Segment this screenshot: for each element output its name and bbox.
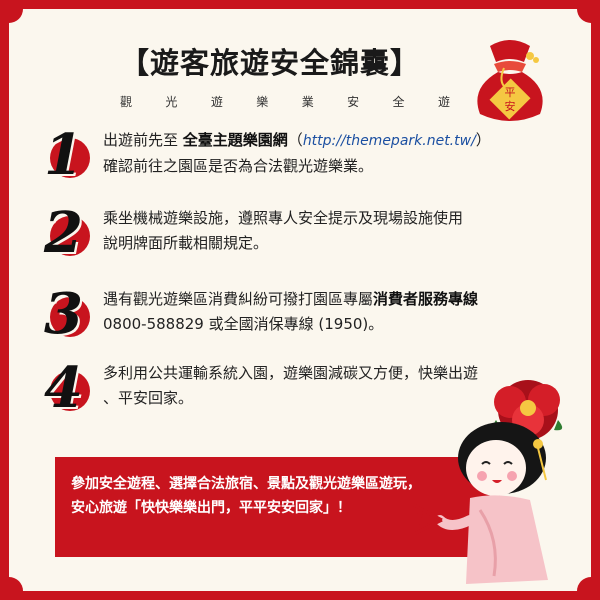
corner-ornament — [9, 577, 23, 591]
slogan-line-1: 參加安全遊程、選擇合法旅宿、景點及觀光遊樂區遊玩， — [71, 476, 421, 492]
tip-text-pre: 遇有觀光遊樂區消費糾紛可撥打園區專屬 — [103, 290, 374, 308]
page-subtitle: 觀 光 遊 樂 業 安 全 遊 — [120, 93, 450, 110]
tip-text-line2: 說明牌面所載相關規定。 — [103, 234, 269, 252]
website-link[interactable]: http://themepark.net.tw/ — [302, 133, 476, 149]
subtitle-char: 樂 — [256, 95, 269, 109]
tip-text-line2: 0800-588829 或全國消保專線 (1950)。 — [103, 315, 384, 333]
number-badge: 3 — [40, 281, 96, 349]
number-circle — [50, 138, 90, 178]
tip-text: 出遊前先至 全臺主題樂園網（http://themepark.net.tw/） … — [103, 128, 553, 179]
number-circle — [50, 216, 90, 256]
tip-text: 遇有觀光遊樂區消費糾紛可撥打園區專屬消費者服務專線 0800-588829 或全… — [103, 287, 553, 337]
tip-text-pre: 出遊前先至 — [103, 131, 183, 149]
slogan-banner: 參加安全遊程、選擇合法旅宿、景點及觀光遊樂區遊玩， 安心旅遊「快快樂樂出門，平平… — [55, 457, 500, 557]
subtitle-char: 安 — [347, 95, 360, 109]
bag-char-bottom: 安 — [505, 99, 516, 113]
number-digit: 1 — [44, 122, 83, 188]
subtitle-char: 全 — [392, 95, 405, 109]
tip-text-bold: 全臺主題樂園網 — [182, 131, 288, 149]
slogan-line-2: 安心旅遊「快快樂樂出門，平平安安回家」！ — [71, 500, 351, 516]
number-circle — [50, 297, 90, 337]
number-digit: 3 — [44, 281, 83, 347]
tip-text-bold: 消費者服務專線 — [373, 290, 479, 308]
number-badge: 1 — [40, 122, 96, 190]
subtitle-char: 觀 — [120, 95, 133, 109]
bag-char-top: 平 — [505, 86, 516, 99]
number-badge: 4 — [40, 355, 96, 423]
number-digit: 2 — [44, 200, 83, 266]
tip-text: 多利用公共運輸系統入園，遊樂園減碳又方便，快樂出遊 、平安回家。 — [103, 361, 523, 411]
number-digit: 4 — [44, 355, 83, 421]
tip-text-line2: 確認前往之園區是否為合法觀光遊樂業。 — [103, 157, 374, 175]
corner-ornament — [577, 577, 591, 591]
paren-close: ） — [475, 131, 491, 149]
mascot-girl-illustration — [411, 380, 563, 584]
tip-text-line1: 多利用公共運輸系統入園，遊樂園減碳又方便，快樂出遊 — [103, 364, 479, 382]
folding-fan-icon — [411, 502, 443, 536]
corner-ornament — [577, 9, 591, 23]
corner-ornament — [9, 9, 23, 23]
tip-text-line1: 乘坐機械遊樂設施，遵照專人安全提示及現場設施使用 — [103, 209, 464, 227]
paren-open: （ — [287, 131, 303, 149]
subtitle-char: 遊 — [437, 95, 450, 109]
lucky-bag-icon: 平 安 — [477, 40, 543, 121]
number-badge: 2 — [40, 200, 96, 268]
tip-text-line2: 、平安回家。 — [103, 389, 194, 407]
subtitle-char: 遊 — [210, 95, 223, 109]
tip-text: 乘坐機械遊樂設施，遵照專人安全提示及現場設施使用 說明牌面所載相關規定。 — [103, 206, 553, 256]
subtitle-char: 業 — [301, 95, 314, 109]
subtitle-char: 光 — [165, 95, 178, 109]
page-title: 【遊客旅遊安全錦囊】 — [120, 46, 421, 80]
number-circle — [50, 371, 90, 411]
